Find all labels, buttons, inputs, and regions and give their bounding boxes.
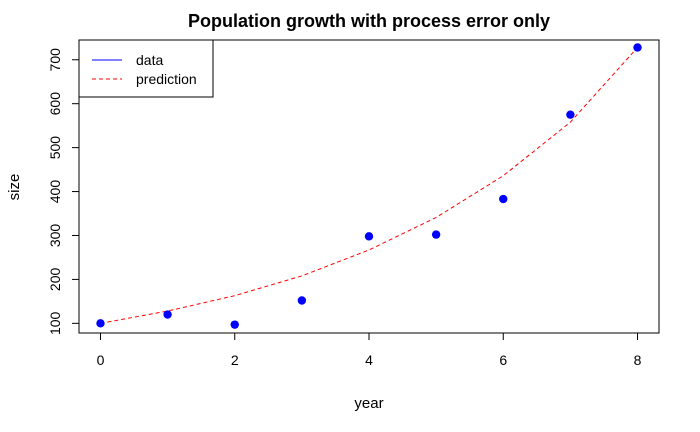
legend-box [78,39,214,98]
data-point [566,110,575,119]
prediction-line [100,47,638,324]
x-axis-label: year [354,395,383,412]
y-tick-label: 700 [47,48,63,72]
legend: data prediction [78,39,214,98]
y-tick-label: 600 [47,92,63,116]
x-tick-label: 8 [634,352,642,368]
y-tick-label: 300 [47,224,63,248]
legend-label-data: data [136,52,163,68]
data-point [633,43,642,52]
data-point [431,230,441,239]
y-axis: 100 200 300 400 500 600 700 [47,48,80,335]
y-tick-label: 100 [47,311,63,335]
data-point [163,310,172,319]
y-tick-label: 400 [47,180,63,204]
y-tick-label: 200 [47,268,63,292]
x-tick-label: 0 [97,352,105,368]
x-axis: 0 2 4 6 8 [97,332,642,368]
data-point [364,232,374,241]
chart-title: Population growth with process error onl… [188,11,550,31]
y-tick-label: 500 [47,136,63,160]
x-tick-label: 2 [231,352,239,368]
data-point [230,320,239,329]
legend-label-prediction: prediction [136,71,197,87]
data-point [499,194,508,204]
series-layer [96,43,642,329]
data-point [96,319,105,328]
x-tick-label: 6 [499,352,507,368]
x-tick-label: 4 [365,352,373,368]
data-point [297,296,307,305]
y-axis-label: size [6,174,23,201]
